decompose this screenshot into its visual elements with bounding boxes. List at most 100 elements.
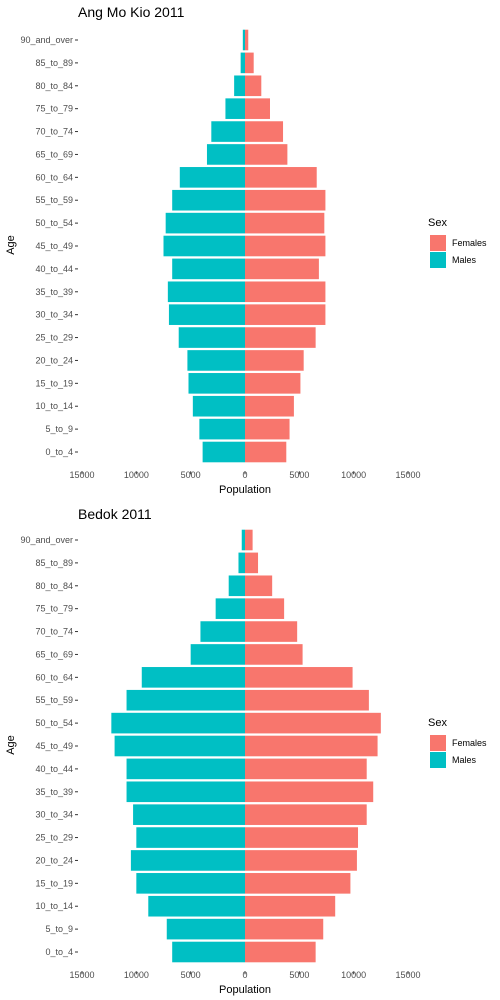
x-tick-label: 10000 (341, 970, 366, 980)
bar-females (245, 235, 326, 257)
bar-females (245, 98, 270, 119)
bar-males (136, 873, 245, 894)
bar-females (245, 689, 369, 711)
bar-females (245, 781, 374, 803)
legend-label-males: Males (452, 255, 477, 265)
bar-males (126, 758, 245, 780)
bar-females (245, 941, 316, 963)
y-tick-label: 85_to_89 (35, 558, 73, 568)
y-tick-label: 30_to_34 (35, 310, 73, 320)
legend-title: Sex (428, 717, 447, 729)
x-tick-label: 10000 (124, 970, 149, 980)
bar-males (136, 827, 245, 848)
y-tick-label: 75_to_79 (35, 604, 73, 614)
y-tick-label: 25_to_29 (35, 833, 73, 843)
bar-males (163, 235, 245, 257)
legend: Sex Females Males (428, 717, 487, 768)
y-tick-label: 85_to_89 (35, 58, 73, 68)
y-tick-label: 75_to_79 (35, 104, 73, 114)
y-tick-label: 60_to_64 (35, 172, 73, 182)
bar-females (245, 758, 367, 780)
y-tick-label: 15_to_19 (35, 378, 73, 388)
bar-females (245, 212, 325, 234)
legend: Sex Females Males (428, 217, 487, 268)
y-tick-label: 45_to_49 (35, 241, 73, 251)
y-tick-label: 5_to_9 (45, 924, 73, 934)
bar-males (202, 441, 245, 463)
bar-males (241, 529, 245, 551)
bar-females (245, 350, 304, 371)
y-tick-label: 45_to_49 (35, 741, 73, 751)
x-tick-label: 5000 (181, 470, 201, 480)
bar-females (245, 667, 353, 688)
y-tick-label: 20_to_24 (35, 355, 73, 365)
bar-males (238, 552, 245, 574)
y-tick-label: 40_to_44 (35, 764, 73, 774)
y-tick-label: 20_to_24 (35, 855, 73, 865)
bar-males (225, 98, 245, 119)
y-tick-label: 10_to_14 (35, 401, 73, 411)
x-axis-title: Population (219, 484, 271, 496)
bar-males (187, 350, 245, 371)
bar-males (242, 29, 245, 51)
legend-label-females: Females (452, 738, 487, 748)
y-tick-label: 55_to_59 (35, 695, 73, 705)
y-tick-label: 70_to_74 (35, 627, 73, 637)
y-tick-label: 10_to_14 (35, 901, 73, 911)
x-tick-label: 15000 (69, 470, 94, 480)
bar-males (126, 781, 245, 803)
bar-females (245, 75, 262, 97)
bar-males (167, 281, 245, 303)
legend-title: Sex (428, 217, 447, 229)
bar-males (166, 918, 245, 940)
y-tick-label: 40_to_44 (35, 264, 73, 274)
bar-males (215, 598, 245, 619)
chart-panel-2: Bedok 2011 0_to_4 5_to_9 10_to_14 15_to_19 20… (5, 506, 487, 996)
bar-males (148, 895, 245, 917)
bar-males (190, 644, 245, 665)
bar-females (245, 304, 326, 325)
bar-females (245, 144, 288, 165)
bar-females (245, 167, 317, 188)
y-axis-title: Age (5, 735, 17, 755)
bar-females (245, 735, 378, 757)
bar-males (179, 167, 245, 188)
bar-males (114, 735, 245, 757)
bar-females (245, 258, 319, 280)
y-tick-label: 35_to_39 (35, 787, 73, 797)
y-tick-label: 0_to_4 (45, 947, 73, 957)
bar-females (245, 373, 301, 394)
legend-label-males: Males (452, 755, 477, 765)
bar-males (111, 712, 245, 734)
y-tick-label: 65_to_69 (35, 149, 73, 159)
x-tick-label: 15000 (395, 470, 420, 480)
x-tick-label: 5000 (289, 970, 309, 980)
x-tick-label: 5000 (181, 970, 201, 980)
bar-females (245, 29, 249, 51)
bar-females (245, 804, 367, 825)
bar-males (240, 52, 245, 74)
bar-males (206, 144, 245, 165)
y-tick-label: 65_to_69 (35, 649, 73, 659)
y-tick-label: 50_to_54 (35, 218, 73, 228)
bar-males (199, 418, 245, 440)
legend-key-males (430, 752, 446, 768)
bar-females (245, 552, 259, 574)
legend-key-females (430, 735, 446, 751)
y-tick-label: 60_to_64 (35, 672, 73, 682)
y-tick-label: 70_to_74 (35, 127, 73, 137)
bar-males (141, 667, 245, 688)
bar-females (245, 598, 285, 619)
bar-females (245, 644, 303, 665)
bar-males (228, 575, 245, 597)
bar-females (245, 281, 326, 303)
bar-males (172, 258, 245, 280)
bar-females (245, 850, 357, 871)
bar-males (133, 804, 245, 825)
y-tick-label: 30_to_34 (35, 810, 73, 820)
y-tick-label: 25_to_29 (35, 333, 73, 343)
bar-females (245, 712, 381, 734)
x-tick-label: 0 (242, 970, 247, 980)
x-tick-label: 10000 (341, 470, 366, 480)
